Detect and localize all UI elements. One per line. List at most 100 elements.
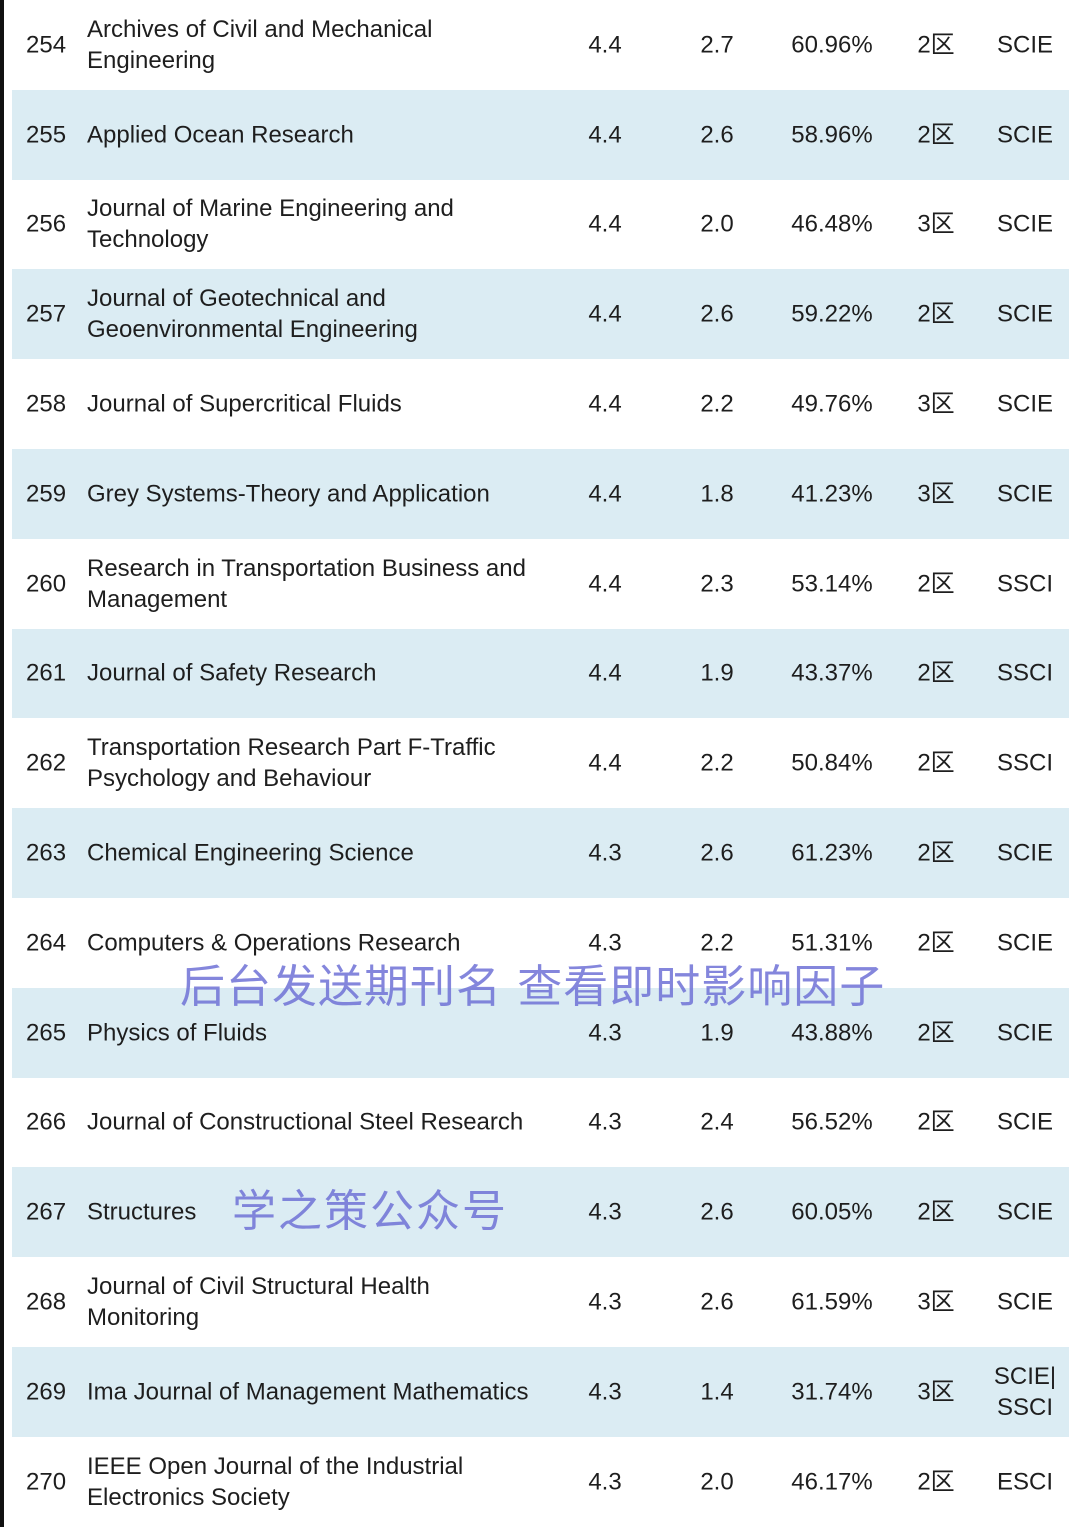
impact-factor-cell: 4.3: [588, 839, 622, 867]
zone-cell: 2区: [917, 1468, 955, 1496]
index-cell: SCIE: [996, 1108, 1053, 1136]
table-row: 255 Applied Ocean Research 4.4 2.6 58.96% 2区 S…: [12, 89, 1069, 180]
left-border: [0, 0, 4, 1527]
zone-cell: 3区: [917, 480, 955, 508]
rank-cell: 260: [26, 570, 67, 598]
percentile-cell: 60.96%: [791, 31, 873, 59]
index-cell: SCIE: [996, 390, 1053, 418]
rank-cell: 258: [26, 390, 67, 418]
journal-name-cell: Grey Systems-Theory and Application: [87, 480, 490, 508]
impact-factor-cell: 4.4: [588, 390, 622, 418]
rank-cell: 264: [26, 929, 67, 957]
zone-cell: 2区: [917, 1108, 955, 1136]
table-row: 257 Journal of Geotechnical and Geoenviro…: [12, 269, 1069, 360]
percentile-cell: 51.31%: [791, 929, 873, 957]
impact-factor-cell: 4.4: [588, 480, 622, 508]
impact-factor-cell: 4.3: [588, 1378, 622, 1406]
index-cell: SCIE: [996, 1198, 1053, 1226]
table-row: 263 Chemical Engineering Science 4.3 2.6 61.…: [12, 808, 1069, 898]
percentile-cell: 50.84%: [791, 749, 873, 777]
percentile-cell: 46.48%: [791, 210, 873, 238]
zone-cell: 2区: [917, 749, 955, 777]
zone-cell: 2区: [917, 1019, 955, 1047]
index-cell: ESCI: [996, 1468, 1053, 1496]
rank-cell: 267: [26, 1198, 67, 1226]
journal-name-cell: Applied Ocean Research: [87, 121, 354, 149]
index-cell: SCIE: [996, 1019, 1053, 1047]
zone-cell: 2区: [917, 659, 955, 687]
table-row: 260 Research in Transportation Business a…: [12, 539, 1069, 629]
impact-factor-cell: 4.3: [588, 1288, 622, 1316]
index-cell: SCIE: [996, 929, 1053, 957]
watermark-bottom: 后台发送期刊名 查看即时影响因子: [180, 960, 886, 1013]
impact-factor-cell: 4.4: [588, 749, 622, 777]
rank-cell: 262: [26, 749, 67, 777]
value-cell: 2.2: [700, 390, 734, 418]
journal-name-cell: IEEE Open Journal of the Industrial Elec…: [87, 1452, 464, 1511]
percentile-cell: 53.14%: [791, 570, 873, 598]
impact-factor-cell: 4.4: [588, 300, 622, 328]
value-cell: 2.6: [700, 839, 734, 867]
percentile-cell: 58.96%: [791, 121, 873, 149]
table-row: 258 Journal of Supercritical Fluids 4.4 2.2…: [12, 359, 1069, 449]
rank-cell: 255: [26, 121, 67, 149]
index-cell: SCIE: [996, 210, 1053, 238]
table-row: 262 Transportation Research Part F-Traffi…: [12, 718, 1069, 808]
journal-name-cell: Archives of Civil and Mechanical Enginee…: [87, 15, 433, 74]
index-cell: SCIE: [996, 31, 1053, 59]
index-cell: SCIE: [996, 480, 1053, 508]
percentile-cell: 46.17%: [791, 1468, 873, 1496]
value-cell: 2.0: [700, 210, 734, 238]
impact-factor-cell: 4.4: [588, 570, 622, 598]
rank-cell: 268: [26, 1288, 67, 1316]
impact-factor-cell: 4.4: [588, 659, 622, 687]
index-cell: SCIE: [996, 839, 1053, 867]
zone-cell: 2区: [917, 1198, 955, 1226]
value-cell: 2.2: [700, 749, 734, 777]
zone-cell: 3区: [917, 1288, 955, 1316]
watermark-top: 学之策公众号: [232, 1186, 508, 1237]
journal-name-cell: Journal of Civil Structural Health Monit…: [87, 1273, 430, 1332]
value-cell: 2.6: [700, 300, 734, 328]
impact-factor-cell: 4.3: [588, 1019, 622, 1047]
impact-factor-cell: 4.4: [588, 121, 622, 149]
journal-name-cell: Journal of Marine Engineering and Techno…: [87, 195, 454, 254]
rank-cell: 263: [26, 839, 67, 867]
value-cell: 1.4: [700, 1378, 734, 1406]
journal-name-cell: Transportation Research Part F-Traffic P…: [87, 734, 496, 793]
journal-name-cell: Journal of Safety Research: [87, 659, 377, 687]
impact-factor-cell: 4.4: [588, 210, 622, 238]
index-cell: SCIE| SSCI: [993, 1362, 1057, 1421]
zone-cell: 2区: [917, 839, 955, 867]
value-cell: 1.9: [700, 659, 734, 687]
zone-cell: 3区: [917, 210, 955, 238]
percentile-cell: 56.52%: [791, 1108, 873, 1136]
rank-cell: 266: [26, 1108, 67, 1136]
impact-factor-cell: 4.3: [588, 1468, 622, 1496]
index-cell: SSCI: [996, 659, 1053, 687]
value-cell: 2.6: [700, 121, 734, 149]
zone-cell: 2区: [917, 929, 955, 957]
journal-name-cell: Journal of Supercritical Fluids: [87, 390, 402, 418]
table-row: 270 IEEE Open Journal of the Industrial E…: [12, 1437, 1069, 1527]
value-cell: 2.6: [700, 1288, 734, 1316]
table-row: 264 Computers & Operations Research 4.3 2.2…: [12, 898, 1069, 988]
impact-factor-cell: 4.3: [588, 1108, 622, 1136]
rank-cell: 269: [26, 1378, 67, 1406]
journal-name-cell: Computers & Operations Research: [87, 929, 461, 957]
journal-name-cell: Journal of Constructional Steel Research: [87, 1108, 524, 1136]
journal-table: 254 Archives of Civil and Mechanical Engi…: [12, 0, 1069, 1527]
table-row: 266 Journal of Constructional Steel Resea…: [12, 1078, 1069, 1168]
impact-factor-cell: 4.3: [588, 1198, 622, 1226]
zone-cell: 2区: [917, 570, 955, 598]
journal-name-cell: Ima Journal of Management Mathematics: [87, 1378, 529, 1406]
value-cell: 2.4: [700, 1108, 734, 1136]
journal-name-cell: Structures: [87, 1198, 197, 1226]
index-cell: SSCI: [996, 570, 1053, 598]
rank-cell: 259: [26, 480, 67, 508]
percentile-cell: 31.74%: [791, 1378, 873, 1406]
zone-cell: 2区: [917, 31, 955, 59]
value-cell: 1.9: [700, 1019, 734, 1047]
index-cell: SSCI: [996, 749, 1053, 777]
table-row: 254 Archives of Civil and Mechanical Engi…: [12, 0, 1069, 90]
